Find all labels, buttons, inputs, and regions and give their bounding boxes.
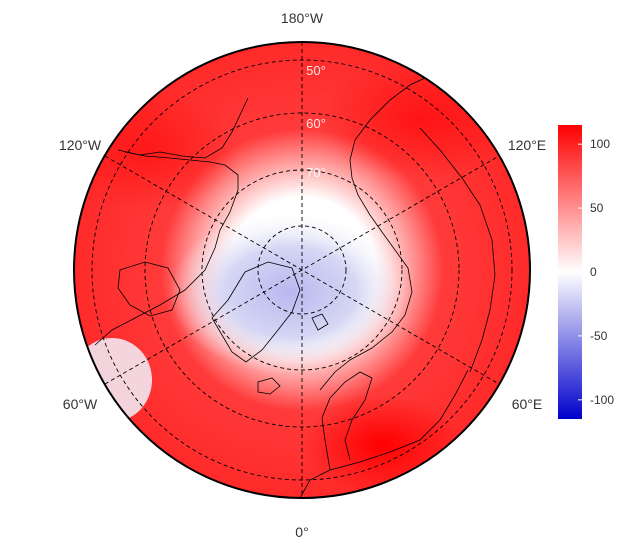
lat-label-60: 60° bbox=[306, 116, 326, 131]
east-asia-border bbox=[419, 127, 496, 373]
map-frame bbox=[73, 41, 531, 499]
anomaly-field bbox=[74, 42, 530, 498]
greenland-coast bbox=[211, 261, 301, 363]
lon-label-120e: 120°E bbox=[508, 137, 546, 153]
svalbard-coast bbox=[311, 313, 329, 331]
lon-label-0: 0° bbox=[295, 524, 308, 540]
eurasia-coast bbox=[319, 77, 426, 391]
colorbar-tick-label: -50 bbox=[590, 329, 608, 343]
meridian-60w-120e bbox=[104, 155, 500, 385]
colorbar-tick-label: 100 bbox=[590, 137, 610, 151]
colorbar-tick-label: 50 bbox=[590, 201, 604, 215]
colorbar-ticks: 100 50 0 -50 -100 bbox=[578, 137, 614, 407]
colorbar: 100 50 0 -50 -100 bbox=[558, 125, 614, 419]
lat-label-70: 70° bbox=[306, 165, 326, 180]
europe-coast bbox=[299, 369, 469, 498]
colorbar-tick-label: -100 bbox=[590, 393, 614, 407]
north-america-coast bbox=[94, 151, 239, 346]
lon-label-120w: 120°W bbox=[59, 137, 102, 153]
alaska-coast bbox=[117, 97, 249, 159]
cold-anomaly-arctic bbox=[170, 210, 410, 374]
iceland-coast bbox=[257, 377, 281, 395]
hudson-bay-coast bbox=[117, 261, 181, 317]
lat-circle-80 bbox=[257, 225, 347, 315]
lat-label-50: 50° bbox=[306, 63, 326, 78]
graticule bbox=[91, 42, 513, 498]
lon-label-60w: 60°W bbox=[63, 396, 98, 412]
colorbar-tick-label: 0 bbox=[590, 265, 597, 279]
lon-label-180w: 180°W bbox=[281, 10, 324, 26]
lon-label-60e: 60°E bbox=[512, 396, 543, 412]
